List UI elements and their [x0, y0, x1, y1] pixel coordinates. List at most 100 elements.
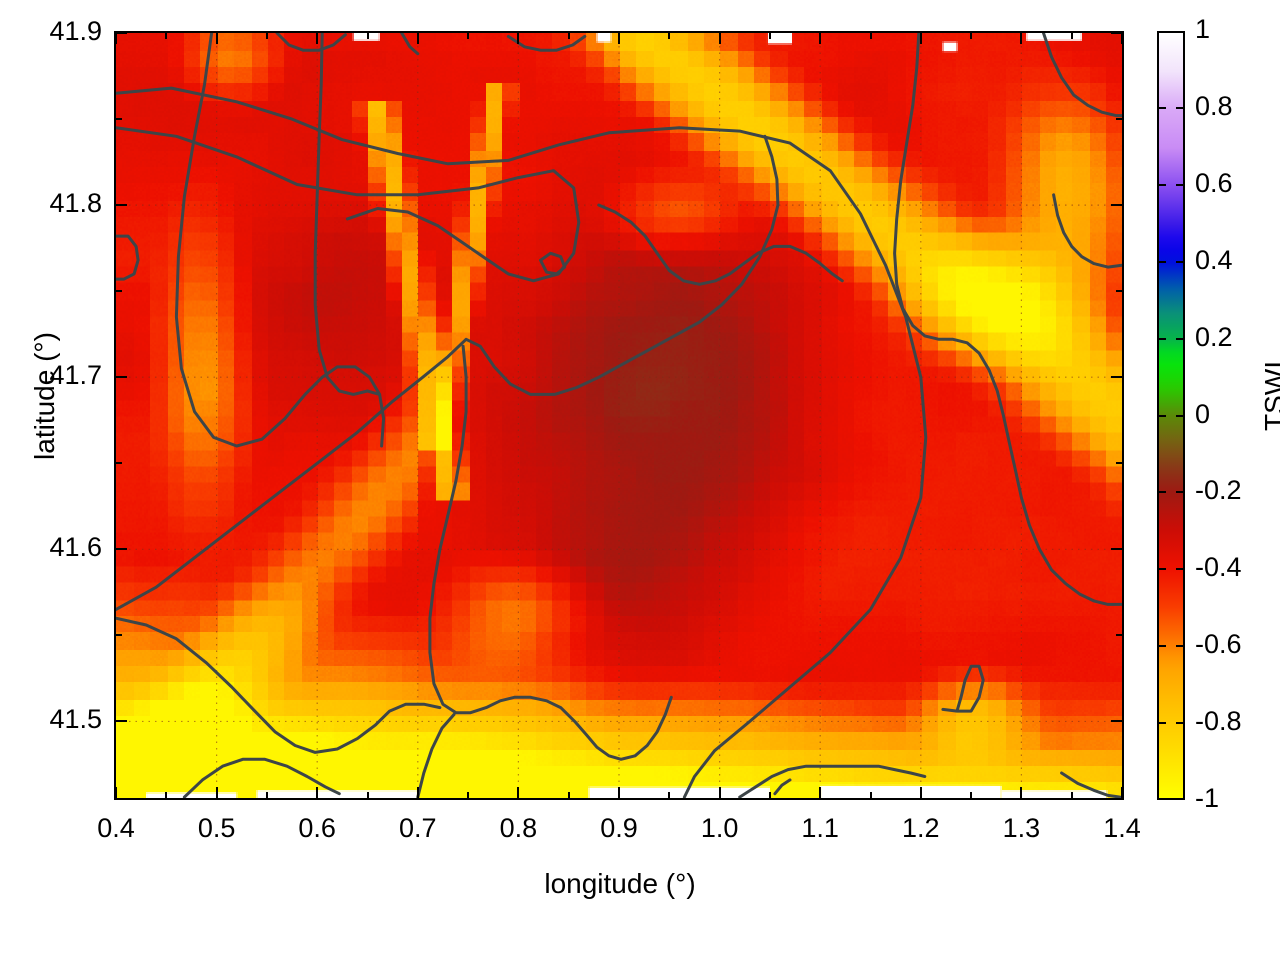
x-minor-tick [970, 33, 973, 39]
contour-line [416, 713, 456, 798]
colorbar-tick [1157, 183, 1166, 186]
x-minor-tick [265, 792, 268, 798]
contour-line [313, 33, 382, 396]
colorbar-tick [1176, 414, 1185, 417]
x-minor-tick [768, 792, 771, 798]
colorbar-tick-label: 0.8 [1195, 90, 1233, 121]
x-minor-tick [1070, 792, 1073, 798]
y-minor-tick [1116, 462, 1122, 465]
colorbar-tick [1157, 337, 1166, 340]
y-major-tick [1111, 548, 1122, 551]
colorbar-tick [1176, 106, 1185, 109]
colorbar-tick [1157, 491, 1166, 494]
colorbar-tick-label: 0.4 [1195, 244, 1233, 275]
x-minor-tick [869, 792, 872, 798]
x-minor-tick [265, 33, 268, 39]
y-tick-label: 41.6 [49, 532, 102, 563]
colorbar-tick [1176, 568, 1185, 571]
colorbar-tick-label: 0.6 [1195, 167, 1233, 198]
contour-line [116, 86, 928, 798]
x-major-tick [215, 33, 218, 44]
x-major-tick [819, 33, 822, 44]
y-minor-tick [116, 290, 122, 293]
x-minor-tick [366, 33, 369, 39]
colorbar-tick [1176, 337, 1185, 340]
y-tick-label: 41.9 [49, 16, 102, 46]
contour-line [941, 664, 985, 713]
y-major-tick [116, 720, 127, 723]
y-minor-tick [1116, 118, 1122, 121]
x-tick-label: 0.4 [97, 813, 135, 843]
x-major-tick [718, 33, 721, 44]
x-tick-label: 0.8 [499, 813, 538, 843]
y-minor-tick [116, 634, 122, 637]
y-tick-label: 41.5 [49, 704, 102, 735]
x-tick-label: 1.0 [700, 813, 739, 843]
colorbar-tick [1176, 491, 1185, 494]
x-major-tick [517, 33, 520, 44]
contour-line [1060, 771, 1122, 798]
x-tick-label: 1.3 [1002, 813, 1041, 843]
colorbar-tick-label: 0.2 [1195, 321, 1233, 352]
colorbar-tick [1176, 645, 1185, 648]
contour-line [275, 33, 347, 52]
contour-line [116, 126, 581, 283]
x-tick-label: 0.9 [600, 813, 638, 843]
x-minor-tick [165, 33, 168, 39]
contour-lines [116, 33, 1122, 798]
colorbar-tick [1176, 183, 1185, 186]
contour-line [116, 234, 140, 281]
x-minor-tick [869, 33, 872, 39]
y-major-tick [116, 376, 127, 379]
y-tick-label: 41.7 [49, 360, 102, 391]
x-minor-tick [768, 33, 771, 39]
x-axis-title: longitude (°) [544, 868, 696, 899]
x-minor-tick [668, 792, 671, 798]
x-minor-tick [970, 792, 973, 798]
x-major-tick [416, 33, 419, 44]
colorbar-tick [1157, 260, 1166, 263]
x-major-tick [618, 787, 620, 798]
x-tick-label: 0.6 [298, 813, 336, 843]
colorbar-tick [1157, 106, 1166, 109]
x-major-tick [1121, 787, 1123, 798]
contour-line [400, 33, 420, 56]
contour-line [1042, 33, 1122, 118]
y-axis-title: latitude (°) [29, 332, 60, 460]
colorbar-tick-label: -0.8 [1195, 706, 1242, 737]
y-major-tick [1111, 376, 1122, 379]
colorbar-tick-label: -0.6 [1195, 629, 1242, 660]
x-major-tick [215, 787, 218, 798]
y-minor-tick [116, 118, 122, 121]
contour-line [539, 251, 567, 276]
y-minor-tick [116, 462, 122, 465]
contour-line [116, 616, 442, 754]
contour-line [174, 33, 386, 448]
contour-line [893, 33, 1122, 606]
x-minor-tick [567, 33, 570, 39]
x-tick-label: 1.4 [1103, 813, 1141, 843]
x-tick-label: 1.2 [902, 813, 940, 843]
contour-line [428, 344, 673, 761]
x-tick-label: 1.1 [801, 813, 839, 843]
x-major-tick [1121, 33, 1123, 44]
x-minor-tick [1070, 33, 1073, 39]
x-tick-label: 0.5 [197, 813, 236, 843]
x-major-tick [1020, 787, 1023, 798]
x-minor-tick [567, 792, 570, 798]
colorbar-tick [1176, 260, 1185, 263]
x-minor-tick [467, 33, 470, 39]
y-tick-label: 41.8 [49, 188, 102, 219]
x-major-tick [517, 787, 520, 798]
x-major-tick [316, 33, 319, 44]
y-major-tick [116, 548, 127, 551]
contour-line [506, 34, 587, 52]
contour-line [597, 203, 844, 286]
colorbar-tick-label: -1 [1195, 783, 1220, 813]
y-major-tick [1111, 720, 1122, 723]
y-minor-tick [1116, 634, 1122, 637]
x-major-tick [819, 787, 822, 798]
colorbar-tick [1157, 645, 1166, 648]
colorbar-tick [1157, 568, 1166, 571]
